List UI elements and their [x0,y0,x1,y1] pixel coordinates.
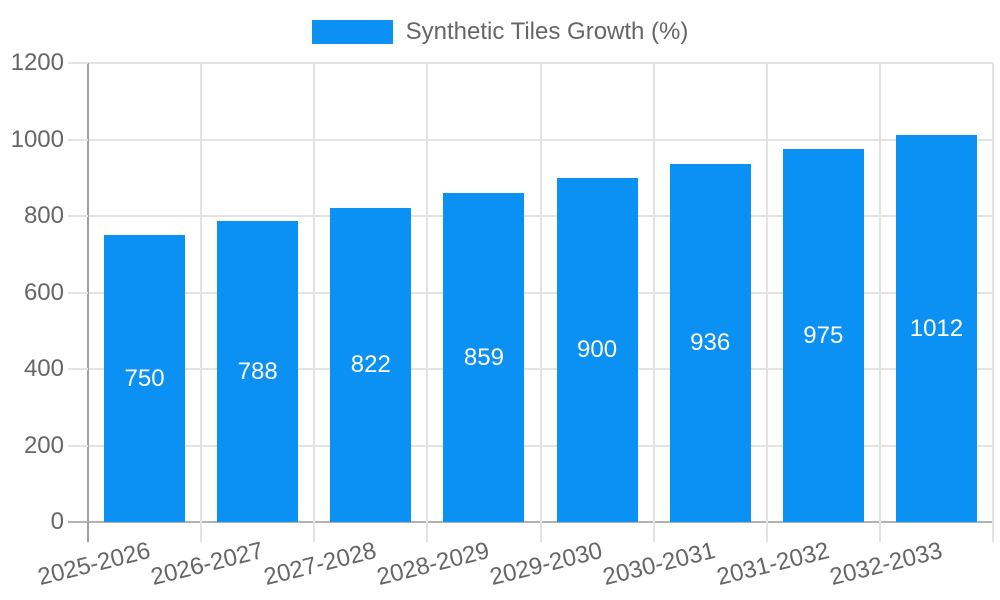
x-gridline [992,63,994,522]
bar[interactable] [782,149,864,522]
x-gridline [539,63,542,522]
x-axis-tick [765,522,768,542]
y-axis-tick [68,138,88,141]
x-axis-tick [313,522,316,542]
y-axis-tick [68,62,88,64]
y-axis-tick [68,444,88,447]
x-gridline [765,63,768,522]
x-axis-tick [652,522,655,542]
bar[interactable] [443,193,525,522]
x-gridline [652,63,655,522]
y-axis-tick-label: 400 [23,355,64,382]
bar[interactable] [895,135,977,522]
y-axis-tick-label: 800 [23,202,64,229]
x-axis-tick [992,522,994,542]
legend-label: Synthetic Tiles Growth (%) [405,18,689,45]
x-axis-tick [200,522,203,542]
y-axis-tick [68,215,88,217]
x-axis-tick-label: 2027-2028 [261,537,380,591]
y-axis-tick-label: 1200 [10,49,64,76]
bar-value-label: 859 [463,343,504,371]
y-axis-tick-label: 1000 [10,125,64,153]
x-axis-tick [426,522,429,542]
x-axis-tick-label: 2030-2031 [600,537,719,591]
bar[interactable] [104,235,186,522]
bar[interactable] [217,221,299,522]
x-gridline [87,63,89,522]
x-gridline [313,63,316,522]
y-axis-tick-label: 200 [23,431,64,459]
x-axis-tick-label: 2032-2033 [826,537,945,591]
x-axis-tick [539,522,542,542]
plot-area [87,62,994,523]
bar[interactable] [669,164,751,522]
bar-value-label: 1012 [909,314,964,342]
x-axis-tick [878,522,881,542]
bar-value-label: 822 [350,351,391,378]
bar-value-label: 788 [237,357,278,385]
x-axis-tick-label: 2026-2027 [148,537,266,591]
x-axis-tick-label: 2031-2032 [713,537,832,591]
bar-value-label: 750 [124,364,165,392]
x-axis-tick-label: 2029-2030 [487,537,606,591]
x-gridline [200,63,203,522]
x-axis-tick-label: 2028-2029 [374,537,493,591]
y-axis-tick-label: 0 [50,508,64,535]
y-axis-tick-label: 600 [23,278,64,306]
x-gridline [878,63,881,522]
x-gridline [426,63,429,522]
bar-value-label: 936 [690,329,731,356]
chart-legend[interactable]: Synthetic Tiles Growth (%) [0,19,1000,45]
x-axis-tick-label: 2025-2026 [34,537,153,591]
y-axis-tick [68,291,88,294]
x-axis-tick [87,522,89,542]
bar-value-label: 900 [577,336,618,363]
bar[interactable] [556,178,638,522]
legend-swatch-icon [311,20,393,44]
y-axis-tick [68,368,88,370]
bar-value-label: 975 [803,321,844,349]
bar[interactable] [330,208,412,522]
y-axis-tick [68,521,88,523]
